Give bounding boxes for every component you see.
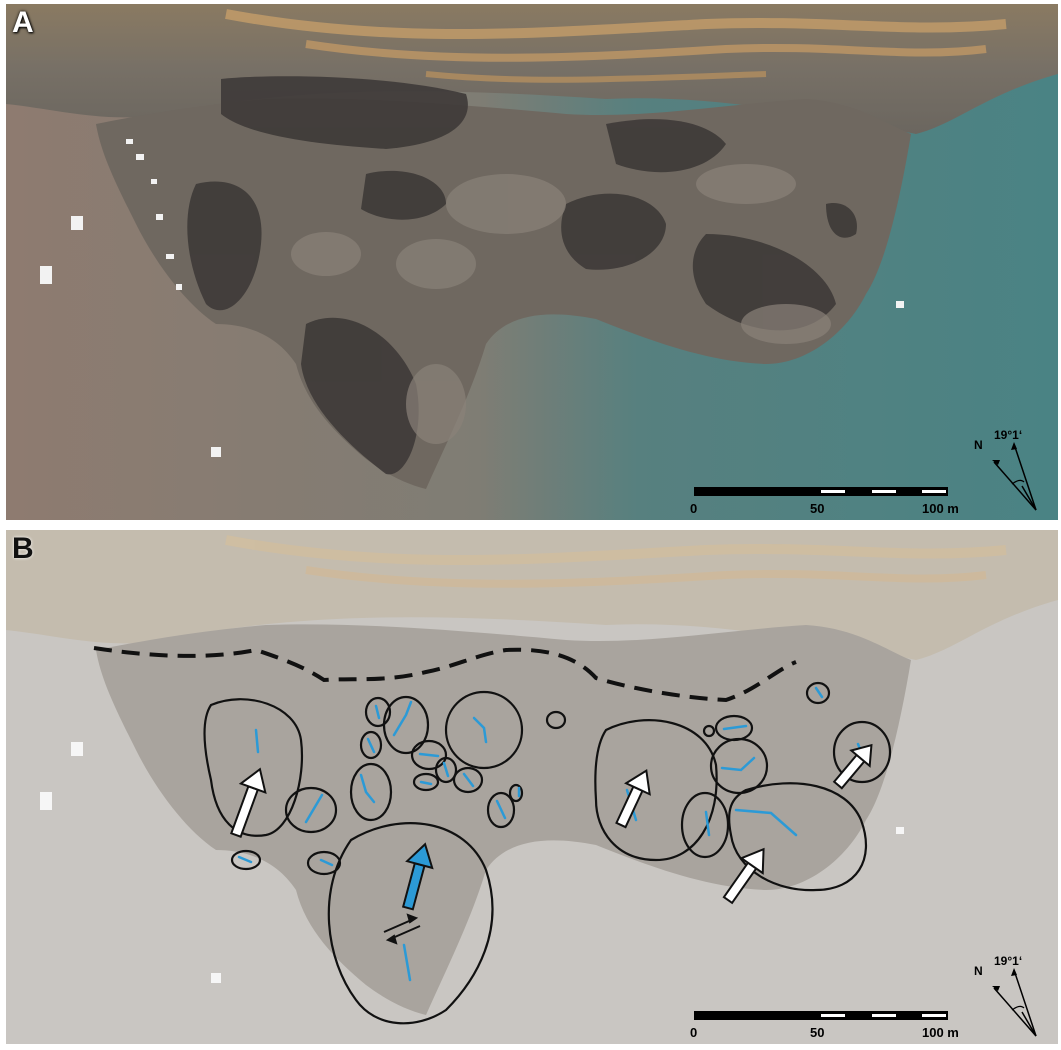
- scale-tick-50: 50: [810, 1025, 825, 1040]
- ice-floes: [40, 139, 904, 457]
- aerial-photo-a: [6, 4, 1058, 520]
- scale-bar-segment: [922, 490, 946, 493]
- rock-avalanche-deposit-faded: [96, 624, 911, 1015]
- scale-bar-segment: [872, 1014, 896, 1017]
- scale-tick-50: 50: [810, 501, 825, 516]
- scale-bar-segment: [821, 490, 845, 493]
- aerial-photo-b: [6, 530, 1058, 1044]
- scale-bar-segment: [922, 1014, 946, 1017]
- block-outlines: [203, 681, 892, 1025]
- north-arrow-icon: [992, 968, 1037, 1037]
- ice-floes: [40, 742, 904, 983]
- scale-tick-0: 0: [690, 1025, 698, 1040]
- scale-tick-100: 100 m: [922, 1025, 959, 1040]
- north-arrow: N 19°1‘: [974, 954, 1054, 1038]
- panel-b: B 0 50 100 m N 19°1‘: [6, 530, 1058, 1044]
- panel-label: A: [12, 6, 34, 39]
- scale-tick-100: 100 m: [922, 501, 959, 516]
- north-label: N: [974, 438, 983, 452]
- panel-a: A 0 50 100 m N 19°1‘: [6, 4, 1058, 520]
- ridge-traces: [237, 686, 864, 982]
- panel-label: B: [12, 532, 34, 565]
- scale-tick-0: 0: [690, 501, 698, 516]
- headscarp-dashed-line: [93, 646, 797, 703]
- north-angle-label: 19°1‘: [994, 428, 1023, 442]
- scale-bar-segment: [872, 490, 896, 493]
- rock-strata: [225, 9, 1007, 83]
- debris-texture: [291, 164, 831, 444]
- north-angle-label: 19°1‘: [994, 954, 1023, 968]
- north-arrow-icon: [992, 442, 1037, 511]
- scale-bar: 0 50 100 m: [690, 1011, 960, 1044]
- strike-slip-symbol-icon: [383, 913, 421, 945]
- scale-bar-segment: [821, 1014, 845, 1017]
- scale-bar-graphic: [694, 487, 948, 496]
- rock-strata-faded: [225, 535, 1007, 588]
- scale-bar-graphic: [694, 1011, 948, 1020]
- north-label: N: [974, 964, 983, 978]
- flow-direction-arrow-icon: [230, 743, 873, 911]
- scale-bar: 0 50 100 m: [690, 487, 960, 520]
- north-arrow: N 19°1‘: [974, 428, 1054, 512]
